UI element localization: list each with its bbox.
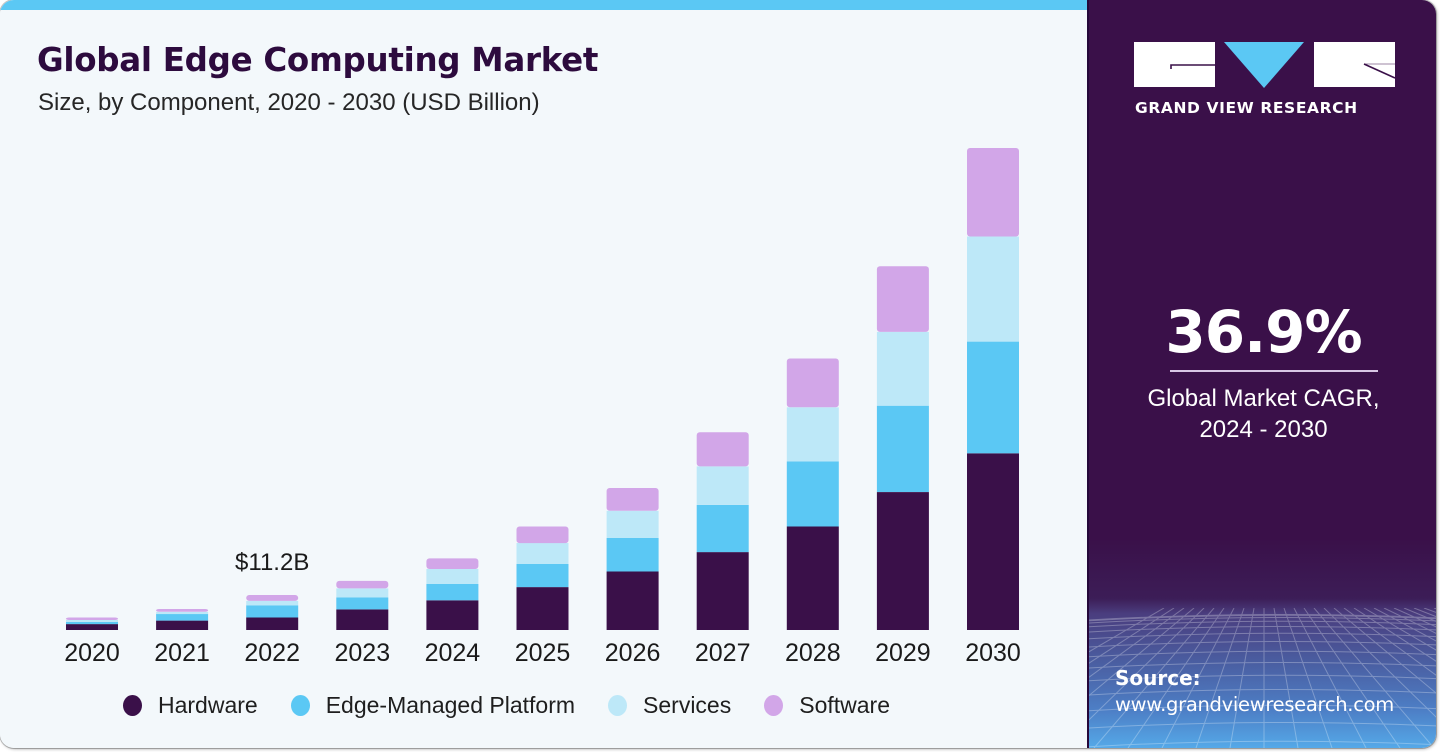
- x-tick-label-2023: 2023: [334, 639, 390, 667]
- bar-segment-services-2024: [426, 569, 479, 584]
- bar-segment-hardware-2023: [336, 609, 389, 630]
- legend-label: Services: [643, 691, 732, 718]
- x-tick-label-2020: 2020: [64, 639, 120, 667]
- bar-segment-services-2029: [876, 331, 929, 406]
- bar-segment-software-2029: [876, 266, 929, 332]
- bar-segment-services-2020: [66, 620, 118, 622]
- x-tick-label-2028: 2028: [785, 639, 841, 667]
- accent-bar: [0, 0, 1087, 10]
- sidebar-panel: GRAND VIEW RESEARCH 36.9% Global Market …: [1087, 0, 1436, 748]
- bar-segment-hardware-2024: [426, 600, 479, 630]
- gvr-logo-icon: [1134, 42, 1396, 88]
- bar-segment-edge-managed-platform-2024: [426, 584, 479, 601]
- legend-item-software: Software: [764, 692, 890, 719]
- bar-segment-services-2022: [246, 600, 299, 606]
- bar-segment-hardware-2026: [606, 571, 659, 630]
- legend-label: Edge-Managed Platform: [325, 691, 576, 718]
- source-label: Source:: [1115, 666, 1201, 690]
- legend-dot-icon: [290, 694, 310, 716]
- bar-segment-hardware-2021: [156, 620, 209, 630]
- bar-segment-edge-managed-platform-2020: [66, 621, 118, 625]
- bar-segment-software-2020: [66, 617, 118, 620]
- bar-segment-hardware-2028: [786, 526, 839, 630]
- bar-segment-software-2027: [696, 432, 749, 467]
- legend-item-hardware: Hardware: [123, 692, 258, 719]
- bar-segment-hardware-2029: [876, 492, 929, 630]
- annotations-group: $11.2B: [235, 549, 309, 576]
- bar-segment-hardware-2022: [246, 617, 299, 630]
- chart-legend: Hardware Edge-Managed Platform Services Sof…: [123, 689, 923, 721]
- bar-segment-services-2026: [606, 510, 659, 538]
- bar-segment-edge-managed-platform-2029: [876, 405, 929, 492]
- cagr-label: Global Market CAGR, 2024 - 2030: [1089, 383, 1436, 445]
- bar-segment-services-2027: [696, 466, 749, 505]
- wireframe-grid-decoration: [1089, 608, 1436, 748]
- bar-segment-services-2025: [516, 543, 569, 564]
- bar-segment-services-2023: [336, 588, 389, 598]
- x-tick-label-2022: 2022: [244, 639, 300, 667]
- bar-segment-edge-managed-platform-2025: [516, 564, 569, 588]
- cagr-label-line1: Global Market CAGR,: [1147, 385, 1380, 412]
- data-label-2022: $11.2B: [235, 549, 309, 576]
- source-url-link[interactable]: www.grandviewresearch.com: [1115, 693, 1394, 716]
- cagr-divider: [1170, 370, 1378, 372]
- x-tick-label-2026: 2026: [605, 639, 661, 667]
- bar-segment-software-2021: [156, 609, 209, 612]
- legend-item-services: Services: [608, 692, 731, 719]
- bar-segment-software-2024: [426, 558, 479, 569]
- bar-segment-services-2021: [156, 611, 209, 615]
- bar-segment-hardware-2027: [696, 552, 749, 630]
- bar-segment-services-2030: [967, 236, 1019, 342]
- x-tick-label-2021: 2021: [154, 639, 210, 667]
- bar-segment-edge-managed-platform-2026: [606, 538, 659, 572]
- x-tick-label-2024: 2024: [425, 639, 481, 667]
- chart-title: Global Edge Computing Market: [37, 40, 599, 79]
- chart-subtitle: Size, by Component, 2020 - 2030 (USD Bil…: [38, 89, 540, 116]
- bar-segment-software-2022: [246, 595, 299, 601]
- x-tick-label-2027: 2027: [695, 639, 751, 667]
- bars-group: [66, 148, 1019, 630]
- x-axis-labels: 2020 2021 2022 2023 2024 2025 2026 2027 2028 2029…: [64, 639, 1021, 667]
- bar-segment-services-2028: [786, 407, 839, 462]
- legend-item-edge-managed-platform: Edge-Managed Platform: [290, 691, 576, 719]
- brand-name: GRAND VIEW RESEARCH: [1135, 99, 1358, 117]
- bar-segment-edge-managed-platform-2021: [156, 614, 209, 621]
- x-tick-label-2029: 2029: [875, 639, 931, 667]
- bar-segment-hardware-2020: [66, 624, 118, 630]
- bar-segment-edge-managed-platform-2022: [246, 605, 299, 618]
- bar-segment-software-2023: [336, 580, 389, 589]
- bar-segment-edge-managed-platform-2027: [696, 504, 749, 553]
- cagr-value: 36.9%: [1165, 298, 1362, 366]
- legend-label: Software: [799, 691, 890, 718]
- legend-label: Hardware: [158, 691, 258, 718]
- chart-panel: Global Edge Computing Market Size, by Co…: [0, 0, 1087, 721]
- legend-dot-icon: [764, 694, 784, 716]
- x-tick-label-2030: 2030: [965, 639, 1021, 667]
- bar-segment-software-2026: [606, 488, 659, 511]
- cagr-label-line2: 2024 - 2030: [1199, 416, 1328, 443]
- x-tick-label-2025: 2025: [515, 639, 571, 667]
- bar-segment-edge-managed-platform-2028: [786, 461, 839, 527]
- legend-dot-icon: [608, 694, 628, 716]
- bar-segment-software-2028: [786, 358, 839, 408]
- bar-segment-software-2025: [516, 526, 569, 544]
- bar-segment-edge-managed-platform-2030: [967, 341, 1019, 454]
- bar-segment-software-2030: [967, 148, 1019, 237]
- stacked-bar-chart: 2020 2021 2022 2023 2024 2025 2026 2027 2028 2029…: [64, 148, 1021, 667]
- bar-segment-hardware-2025: [516, 587, 569, 630]
- bar-segment-hardware-2030: [967, 453, 1019, 630]
- legend-dot-icon: [123, 694, 142, 716]
- bar-segment-edge-managed-platform-2023: [336, 597, 389, 610]
